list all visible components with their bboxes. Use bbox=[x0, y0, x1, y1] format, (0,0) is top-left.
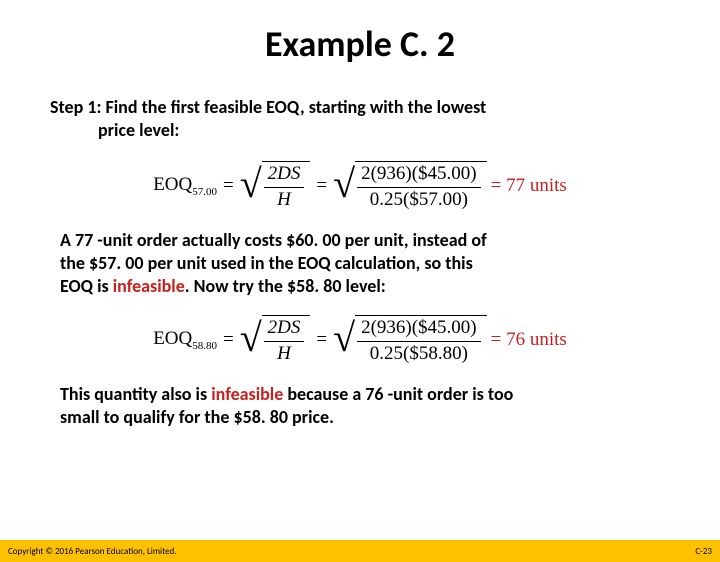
equals-icon: = bbox=[223, 329, 234, 351]
formula2-result: = 76 units bbox=[491, 329, 567, 351]
sqrt-1b: √ 2(936)($45.00) 0.25($57.00) bbox=[333, 161, 487, 211]
step1-label: Step 1: bbox=[50, 96, 101, 118]
content-area: Step 1: Find the first feasible EOQ, sta… bbox=[0, 96, 720, 429]
infeasible-2: infeasible bbox=[211, 383, 283, 405]
eoq2-label: EOQ58.80 bbox=[153, 328, 217, 352]
sqrt-2b: √ 2(936)($45.00) 0.25($58.80) bbox=[333, 315, 487, 365]
slide-title: Example C. 2 bbox=[0, 22, 720, 66]
formula1-result: = 77 units bbox=[491, 175, 567, 197]
paragraph-1: A 77 -unit order actually costs $60. 00 … bbox=[50, 229, 670, 299]
page-number: C-23 bbox=[695, 546, 712, 557]
formula-1: EOQ57.00 = √ 2DS H = √ 2(936)($45.00) 0.… bbox=[50, 161, 670, 211]
equals-icon: = bbox=[316, 175, 327, 197]
sqrt-1a: √ 2DS H bbox=[240, 161, 311, 211]
equals-icon: = bbox=[223, 175, 234, 197]
step1-text: Step 1: Find the first feasible EOQ, sta… bbox=[50, 96, 670, 143]
step1-line2: price level: bbox=[50, 119, 670, 142]
footer-bar: Copyright © 2016 Pearson Education, Limi… bbox=[0, 540, 720, 562]
sqrt-2a: √ 2DS H bbox=[240, 315, 311, 365]
equals-icon: = bbox=[316, 329, 327, 351]
step1-line1: Find the first feasible EOQ, starting wi… bbox=[106, 96, 487, 118]
copyright-text: Copyright © 2016 Pearson Education, Limi… bbox=[8, 546, 176, 557]
infeasible-1: infeasible bbox=[113, 275, 185, 297]
eoq1-label: EOQ57.00 bbox=[153, 174, 217, 198]
paragraph-2: This quantity also is infeasible because… bbox=[50, 383, 670, 430]
formula-2: EOQ58.80 = √ 2DS H = √ 2(936)($45.00) 0.… bbox=[50, 315, 670, 365]
